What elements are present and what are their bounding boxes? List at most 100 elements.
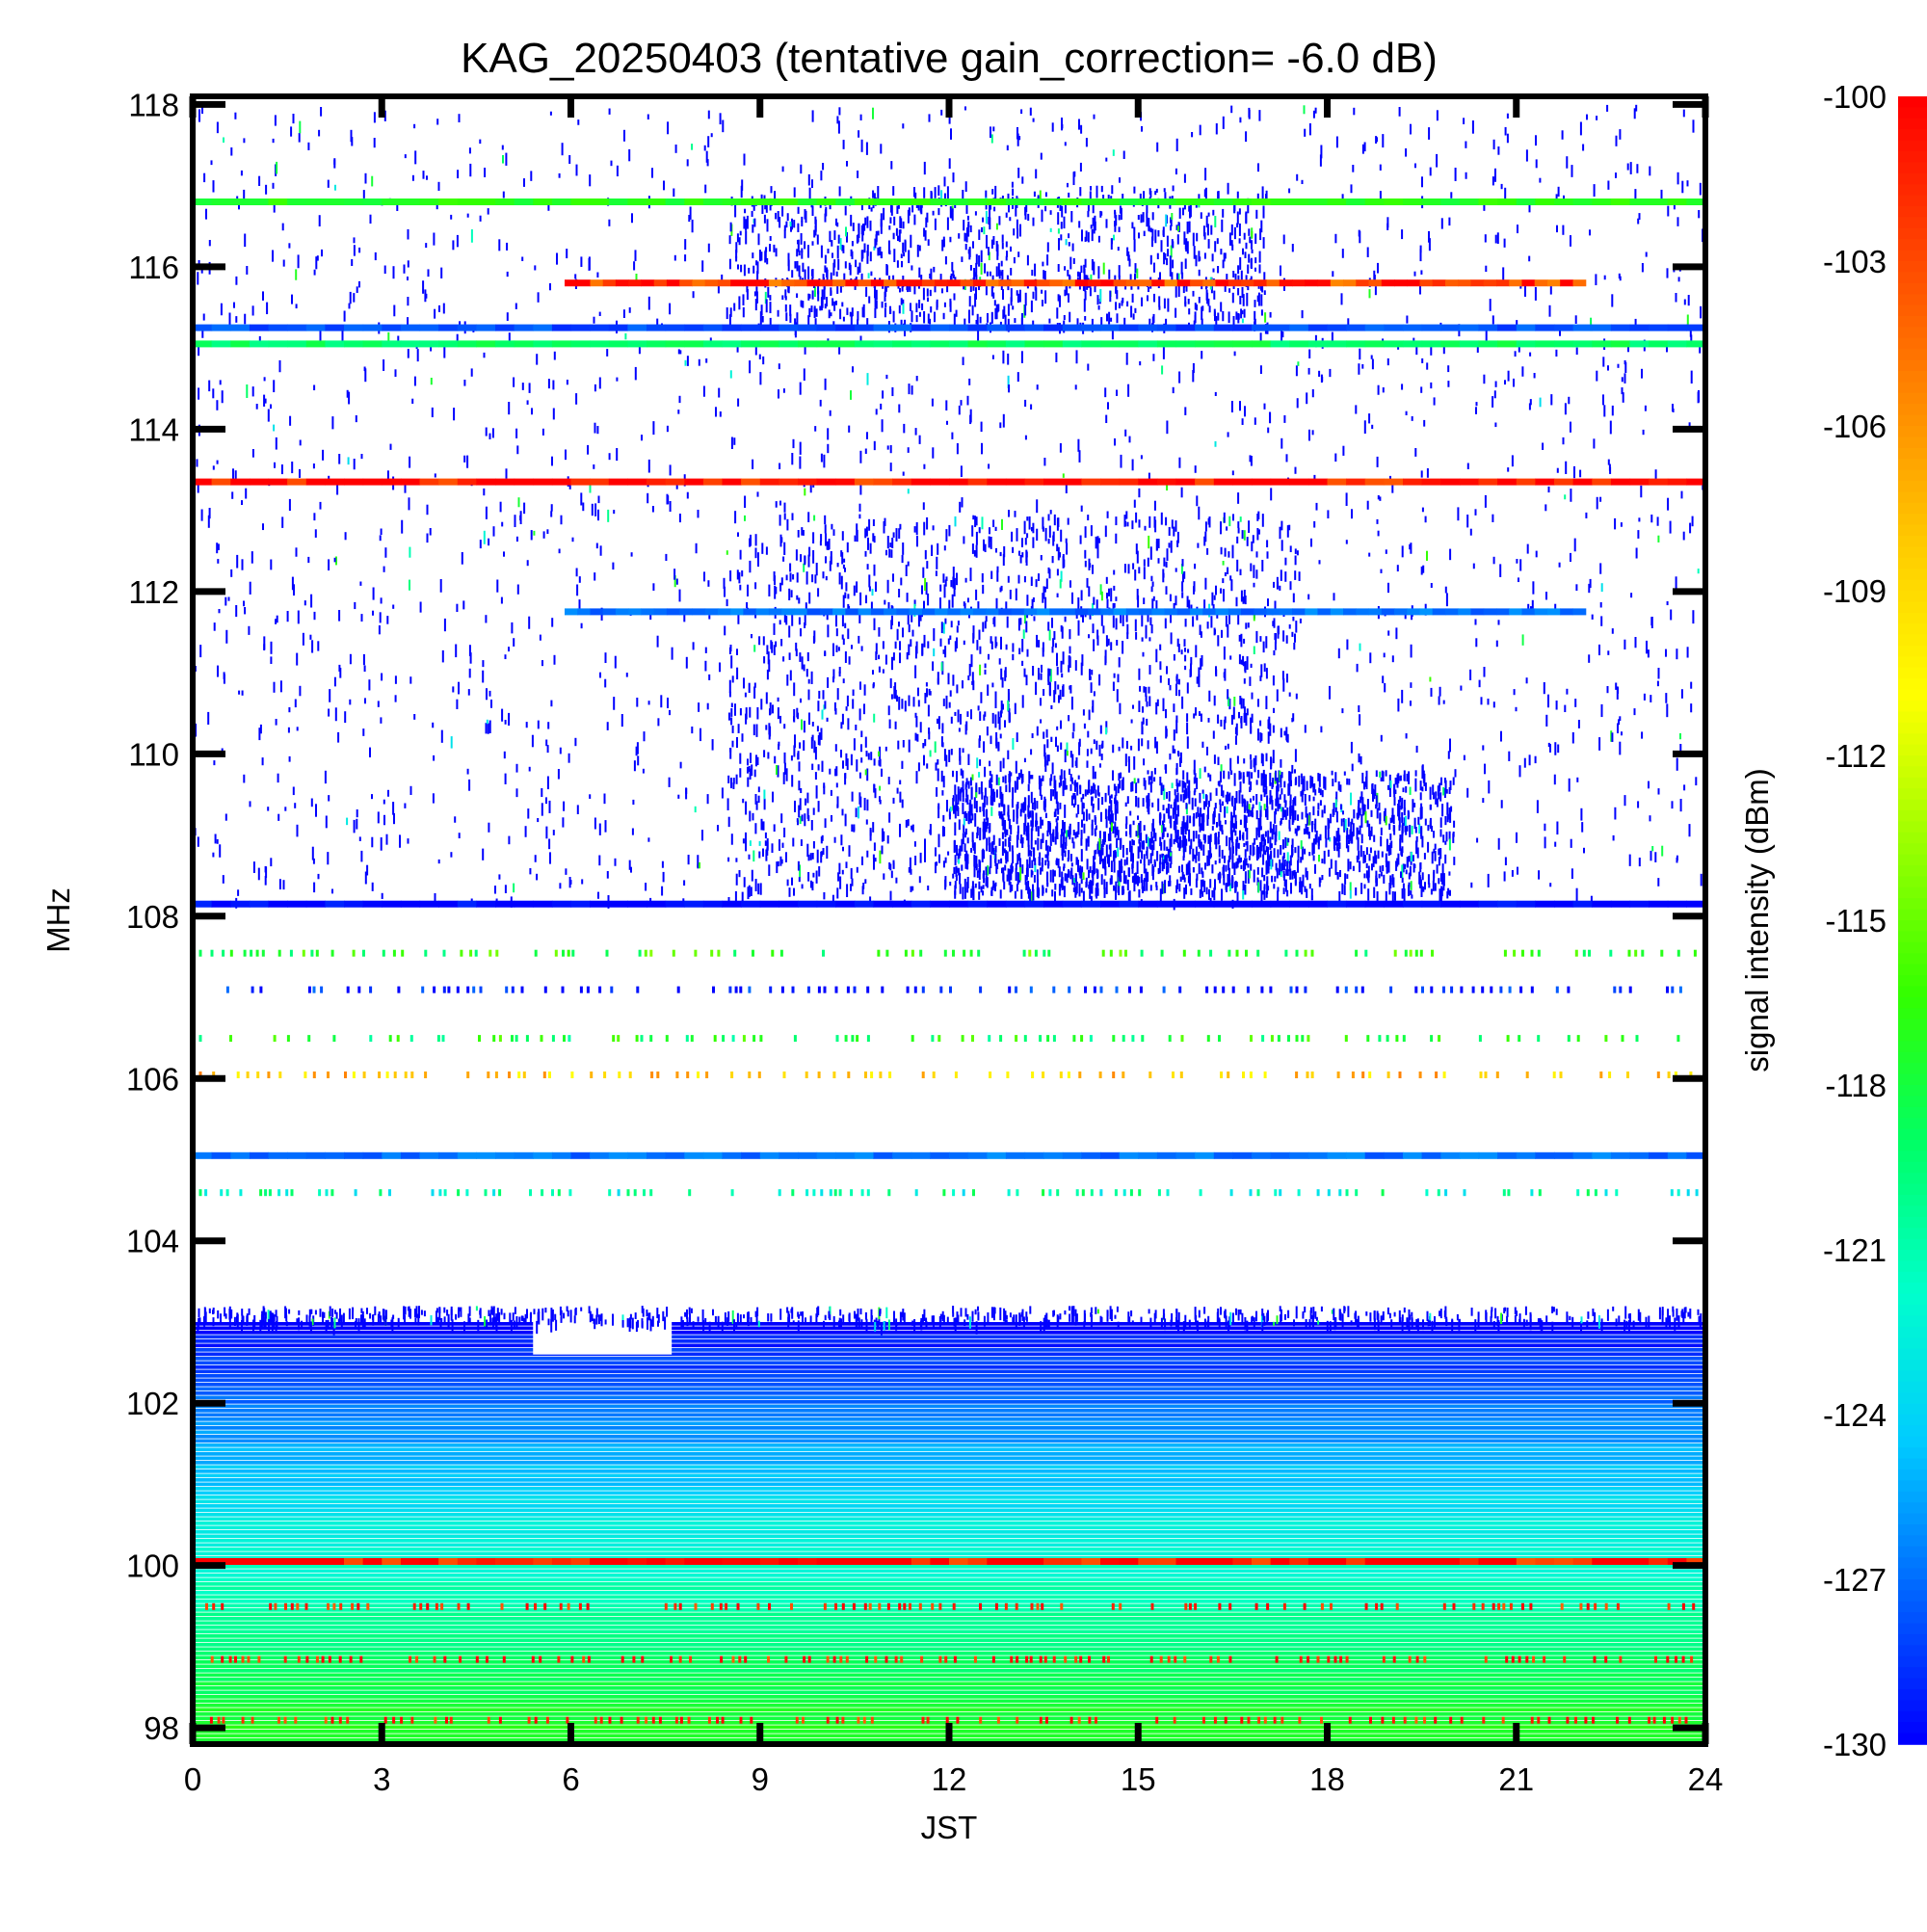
noise-speckle — [1188, 860, 1191, 874]
noise-speckle — [597, 495, 600, 504]
noise-speckle — [1100, 743, 1103, 749]
noise-speckle — [926, 763, 929, 769]
noise-speckle — [1148, 637, 1151, 642]
noise-speckle — [252, 861, 255, 873]
noise-speckle — [978, 891, 981, 900]
noise-speckle — [786, 879, 789, 887]
noise-speckle — [374, 251, 377, 261]
noise-speckle — [387, 331, 390, 344]
noise-speckle — [1037, 826, 1040, 836]
noise-speckle — [1405, 869, 1408, 875]
noise-speckle — [719, 662, 721, 673]
noise-speckle — [212, 465, 215, 470]
noise-speckle — [1291, 631, 1294, 637]
noise-speckle — [1251, 692, 1254, 700]
noise-speckle — [1318, 773, 1321, 787]
noise-speckle — [1262, 641, 1265, 653]
noise-speckle — [1253, 869, 1255, 883]
noise-speckle — [1203, 599, 1206, 609]
noise-speckle — [1281, 839, 1284, 850]
noise-speckle — [814, 574, 817, 584]
noise-speckle — [1442, 787, 1445, 796]
noise-speckle — [1270, 859, 1273, 870]
noise-speckle — [691, 144, 694, 150]
noise-speckle — [1222, 801, 1224, 807]
noise-speckle — [1116, 826, 1119, 835]
noise-speckle — [1089, 287, 1092, 297]
noise-speckle — [1591, 614, 1594, 620]
noise-speckle — [1588, 583, 1591, 594]
noise-speckle — [1111, 327, 1114, 340]
noise-speckle — [1096, 629, 1099, 640]
noise-speckle — [926, 516, 929, 530]
noise-speckle — [1612, 834, 1615, 841]
noise-speckle — [1412, 799, 1414, 812]
noise-speckle — [1106, 598, 1109, 609]
noise-speckle — [798, 597, 801, 604]
noise-speckle — [1411, 852, 1412, 861]
noise-speckle — [1254, 838, 1256, 845]
noise-speckle — [1094, 771, 1096, 780]
noise-speckle — [429, 528, 432, 536]
noise-speckle — [1186, 241, 1189, 254]
noise-speckle — [838, 671, 841, 677]
noise-speckle — [628, 860, 631, 870]
noise-speckle — [1670, 609, 1673, 621]
noise-speckle — [353, 819, 356, 834]
noise-speckle — [928, 728, 931, 734]
noise-speckle — [1448, 787, 1451, 794]
noise-speckle — [516, 584, 519, 595]
noise-speckle — [1040, 674, 1043, 680]
noise-speckle — [1051, 889, 1054, 897]
noise-speckle — [1640, 485, 1643, 498]
noise-speckle — [1556, 225, 1558, 233]
noise-speckle — [485, 506, 488, 519]
noise-speckle — [1491, 514, 1494, 522]
noise-speckle — [820, 453, 823, 463]
noise-speckle — [558, 548, 561, 554]
noise-speckle — [1170, 541, 1173, 553]
noise-speckle — [891, 538, 894, 548]
noise-speckle — [598, 377, 601, 389]
noise-speckle — [937, 543, 939, 555]
noise-speckle — [1194, 563, 1197, 569]
noise-speckle — [1112, 603, 1115, 612]
noise-speckle — [1292, 713, 1295, 722]
noise-speckle — [943, 584, 946, 598]
noise-speckle — [1637, 530, 1640, 539]
noise-speckle — [257, 867, 260, 881]
noise-speckle — [1250, 456, 1253, 466]
noise-speckle — [988, 536, 990, 548]
noise-speckle — [1562, 437, 1565, 445]
noise-speckle — [1181, 864, 1183, 873]
noise-speckle — [1281, 331, 1284, 338]
noise-speckle — [1294, 555, 1297, 566]
noise-speckle — [608, 108, 611, 115]
noise-speckle — [565, 868, 568, 875]
noise-speckle — [994, 714, 997, 728]
noise-speckle — [1447, 381, 1450, 387]
noise-speckle — [799, 815, 802, 824]
noise-speckle — [843, 558, 846, 563]
noise-speckle — [731, 675, 734, 683]
noise-speckle — [1558, 562, 1561, 568]
noise-speckle — [1001, 867, 1003, 874]
noise-speckle — [1215, 123, 1218, 135]
noise-speckle — [1168, 791, 1171, 802]
noise-speckle — [1359, 714, 1361, 726]
noise-speckle — [524, 826, 527, 837]
noise-speckle — [724, 625, 726, 636]
noise-speckle — [679, 761, 682, 769]
noise-speckle — [1095, 887, 1097, 897]
noise-speckle — [1040, 698, 1042, 706]
noise-speckle — [1228, 877, 1231, 887]
noise-speckle — [1311, 842, 1314, 856]
noise-speckle — [315, 256, 318, 270]
noise-speckle — [971, 832, 974, 842]
noise-speckle — [1651, 846, 1654, 852]
noise-speckle — [243, 774, 246, 783]
noise-speckle — [371, 836, 374, 848]
noise-speckle — [1017, 773, 1020, 781]
noise-speckle — [1095, 849, 1097, 855]
noise-speckle — [1378, 802, 1381, 811]
